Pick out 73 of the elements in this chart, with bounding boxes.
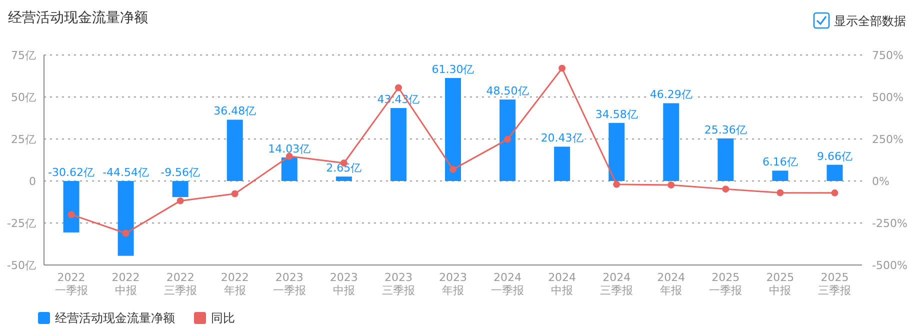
x-tick-label: 2023 年报 xyxy=(439,271,467,297)
point xyxy=(176,197,184,204)
x-tick-label: 2024 一季报 xyxy=(491,271,524,297)
x-tick-label: 2024 年报 xyxy=(657,271,686,297)
bar xyxy=(718,138,734,181)
y2-tick-label: -250% xyxy=(872,217,908,230)
point xyxy=(668,182,675,189)
bar xyxy=(226,120,243,181)
bar xyxy=(118,181,134,256)
point xyxy=(68,211,75,218)
x-tick-label: 2022 一季报 xyxy=(54,271,88,297)
y-tick-label: 75亿 xyxy=(11,49,36,62)
legend-label: 经营活动现金流量净额 xyxy=(55,311,175,325)
x-tick-label: 2024 三季报 xyxy=(600,271,634,297)
legend-label: 同比 xyxy=(211,311,235,325)
data-label: 48.50亿 xyxy=(486,84,529,98)
data-label: 34.58亿 xyxy=(595,108,638,121)
x-tick-label: 2022 年报 xyxy=(220,271,249,297)
point xyxy=(558,64,566,72)
y-tick-label: 50亿 xyxy=(11,91,36,104)
y2-tick-label: 500% xyxy=(872,91,904,104)
bar xyxy=(63,181,80,232)
data-label: 9.66亿 xyxy=(816,150,852,163)
data-label: 61.30亿 xyxy=(432,63,474,76)
bar xyxy=(663,103,680,181)
bar xyxy=(172,181,188,198)
bar xyxy=(554,146,570,181)
bar xyxy=(772,170,788,181)
chart-title: 经营活动现金流量净额 xyxy=(8,10,148,26)
point xyxy=(450,166,456,173)
bar xyxy=(390,108,406,181)
point xyxy=(613,180,620,188)
data-label: 14.03亿 xyxy=(268,142,311,156)
data-label: 6.16亿 xyxy=(762,156,798,169)
x-tick-label: 2023 三季报 xyxy=(382,271,415,297)
y2-tick-label: 0% xyxy=(872,175,890,188)
data-label: 36.48亿 xyxy=(214,104,256,118)
bar xyxy=(500,100,516,181)
point xyxy=(722,186,730,193)
data-label: -44.54亿 xyxy=(102,166,150,179)
x-tick-label: 2023 中报 xyxy=(330,271,358,297)
y2-tick-label: 750% xyxy=(872,49,904,62)
x-tick-label: 2022 中报 xyxy=(112,271,140,297)
point xyxy=(394,84,402,92)
point xyxy=(286,152,293,160)
text: 显示全部数据 xyxy=(834,14,906,28)
x-tick-label: 2024 中报 xyxy=(548,271,576,297)
point xyxy=(831,189,838,196)
bar xyxy=(608,122,625,181)
bar xyxy=(281,157,298,181)
x-tick-label: 2025 三季报 xyxy=(818,271,852,297)
x-tick-label: 2025 中报 xyxy=(766,271,794,297)
data-label: 46.29亿 xyxy=(650,88,692,102)
y2-tick-label: -500% xyxy=(872,259,908,272)
data-label: -9.56亿 xyxy=(160,166,200,179)
y2-tick-label: 250% xyxy=(872,133,904,146)
y-tick-label: -50亿 xyxy=(7,259,36,272)
bar xyxy=(445,78,461,181)
point xyxy=(231,190,238,198)
data-label: -30.62亿 xyxy=(48,166,94,179)
point xyxy=(504,136,512,143)
point xyxy=(776,189,784,196)
bar xyxy=(826,164,843,181)
x-tick-label: 2025 一季报 xyxy=(709,271,742,297)
y-tick-label: 0 xyxy=(29,175,36,188)
bar xyxy=(336,176,352,181)
x-tick-label: 2023 一季报 xyxy=(272,271,306,297)
x-tick-label: 2022 三季报 xyxy=(164,271,197,297)
y-tick-label: 25亿 xyxy=(11,133,36,146)
point xyxy=(122,230,130,237)
data-label: 25.36亿 xyxy=(704,123,747,136)
y-tick-label: -25亿 xyxy=(7,217,36,230)
data-label: 20.43亿 xyxy=(540,132,584,145)
